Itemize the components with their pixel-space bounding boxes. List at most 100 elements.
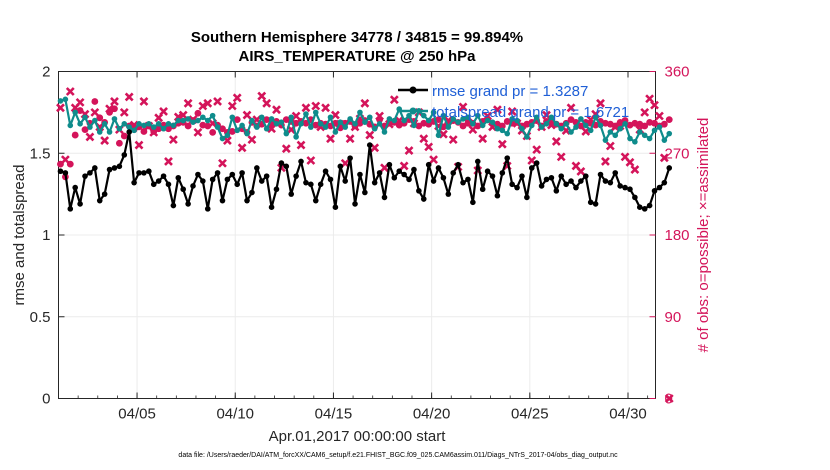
obs-assimilated-cross <box>105 104 114 114</box>
totalspread-point <box>249 117 255 124</box>
obs-assimilated-point <box>532 145 542 155</box>
obs-assimilated-cross <box>551 137 561 146</box>
rmse-point <box>254 165 260 171</box>
obs-assimilated-cross <box>664 394 674 403</box>
totalspread-point <box>204 117 211 124</box>
totalspread-point <box>661 137 668 143</box>
rmse-point <box>298 158 304 165</box>
obs-assimilated-cross <box>345 134 355 144</box>
rmse-point <box>661 179 668 186</box>
totalspread-point <box>494 125 501 132</box>
x-tick-label: 04/25 <box>511 406 549 423</box>
legend-rmse-label: rmse grand pr = 1.3287 <box>432 83 588 100</box>
legend: rmse grand pr = 1.3287 totalspread grand… <box>398 83 629 121</box>
totalspread-point <box>298 121 304 127</box>
totalspread-point <box>131 127 137 134</box>
obs-assimilated-cross <box>213 97 222 106</box>
rmse-point <box>528 165 535 171</box>
rmse-point <box>283 163 290 170</box>
rmse-point <box>627 186 633 193</box>
rmse-point <box>455 161 461 168</box>
totalspread-point <box>499 127 506 134</box>
rmse-point <box>141 170 147 176</box>
y-tick-label: 1 <box>42 227 50 244</box>
obs-assimilated-cross <box>100 136 110 145</box>
obs-assimilated-point <box>75 97 85 107</box>
obs-assimilated-point <box>296 140 306 150</box>
rmse-point <box>82 173 88 179</box>
obs-assimilated-point <box>640 107 650 117</box>
obs-assimilated-point <box>566 103 576 113</box>
rmse-point <box>273 186 280 193</box>
obs-assimilated-point <box>326 134 335 144</box>
rmse-point <box>165 181 172 188</box>
rmse-point <box>150 181 157 188</box>
obs-assimilated-cross <box>85 132 95 142</box>
rmse-point <box>435 165 442 171</box>
rmse-point <box>332 204 339 211</box>
obs-assimilated-cross <box>448 135 458 145</box>
obs-assimilated-cross <box>429 155 439 165</box>
obs-assimilated-point <box>198 101 208 111</box>
rmse-point <box>622 184 628 191</box>
totalspread-point <box>376 121 383 127</box>
obs-assimilated-point <box>90 107 100 117</box>
totalspread-point <box>622 121 628 127</box>
obs-possible-point <box>228 128 236 135</box>
rmse-point <box>106 166 113 173</box>
obs-assimilated-point <box>193 127 203 137</box>
obs-assimilated-cross <box>311 101 321 111</box>
rmse-point <box>190 183 196 189</box>
totalspread-point <box>273 121 280 127</box>
rmse-point <box>126 129 132 135</box>
rmse-point <box>337 163 344 170</box>
totalspread-point <box>455 119 461 125</box>
obs-assimilated-point <box>311 101 321 111</box>
totalspread-point <box>214 124 221 130</box>
rmse-point <box>519 173 525 179</box>
obs-assimilated-point <box>492 105 502 115</box>
obs-assimilated-cross <box>60 155 70 165</box>
rmse-point <box>303 179 309 186</box>
rmse-point <box>62 170 69 176</box>
totalspread-point <box>150 124 157 130</box>
obs-assimilated-point <box>281 144 291 154</box>
obs-assimilated-point <box>389 95 399 105</box>
rmse-point <box>131 179 137 186</box>
y-axis-label: rmse and totalspread <box>11 165 28 306</box>
obs-assimilated-cross <box>178 110 188 120</box>
obs-assimilated-point <box>429 155 439 165</box>
totalspread-point <box>219 135 226 142</box>
rmse-point <box>258 178 265 184</box>
obs-assimilated-cross <box>492 105 502 115</box>
totalspread-point <box>278 119 285 125</box>
rmse-point <box>636 204 643 211</box>
obs-assimilated-point <box>232 93 242 103</box>
totalspread-point <box>126 124 132 130</box>
totalspread-point <box>357 109 363 116</box>
totalspread-point <box>254 124 260 130</box>
obs-possible-point <box>115 139 123 147</box>
totalspread-point <box>474 112 481 119</box>
rmse-point <box>558 173 565 179</box>
totalspread-point <box>489 119 496 125</box>
totalspread-point <box>450 116 457 122</box>
obs-assimilated-cross <box>399 161 409 171</box>
totalspread-point <box>607 129 614 135</box>
totalspread-point <box>72 109 78 116</box>
rmse-point <box>317 181 324 188</box>
rmse-point <box>411 166 417 173</box>
rmse-point <box>465 176 471 183</box>
totalspread-point <box>87 124 93 130</box>
rmse-point <box>249 189 255 196</box>
obs-assimilated-cross <box>149 127 159 137</box>
obs-assimilated-point <box>404 146 414 155</box>
rmse-point <box>563 181 569 188</box>
rmse-point <box>460 179 466 186</box>
rmse-point <box>632 194 638 201</box>
obs-assimilated-point <box>497 139 507 149</box>
totalspread-point <box>548 114 555 121</box>
totalspread-point <box>185 116 191 122</box>
rmse-point <box>578 178 584 184</box>
totalspread-point <box>371 125 378 132</box>
